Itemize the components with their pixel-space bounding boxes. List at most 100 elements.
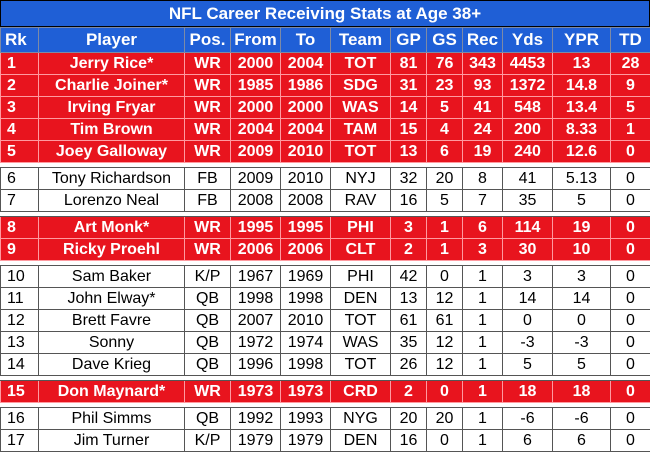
col-header-player: Player (39, 28, 185, 53)
col-header-team: Team (331, 28, 391, 53)
cell-team: TAM (331, 119, 391, 141)
cell-player: Sonny (39, 332, 185, 354)
cell-yds: 0 (503, 310, 553, 332)
cell-rk: 1 (1, 53, 39, 75)
cell-pos: QB (185, 332, 231, 354)
cell-team: PHI (331, 266, 391, 288)
cell-yds: 35 (503, 190, 553, 212)
cell-rk: 2 (1, 75, 39, 97)
cell-yds: -6 (503, 408, 553, 430)
cell-player: Irving Fryar (39, 97, 185, 119)
cell-ypr: 13 (553, 53, 611, 75)
cell-gs: 0 (427, 266, 463, 288)
cell-player: Tony Richardson (39, 168, 185, 190)
cell-team: DEN (331, 288, 391, 310)
cell-team: WAS (331, 332, 391, 354)
cell-td: 0 (611, 288, 650, 310)
cell-ypr: 10 (553, 239, 611, 261)
cell-rec: 6 (463, 217, 503, 239)
cell-pos: WR (185, 239, 231, 261)
cell-td: 0 (611, 168, 650, 190)
cell-gs: 20 (427, 408, 463, 430)
cell-ypr: 3 (553, 266, 611, 288)
cell-ypr: 12.6 (553, 141, 611, 163)
cell-rec: 1 (463, 381, 503, 403)
col-header-from: From (231, 28, 281, 53)
cell-rk: 12 (1, 310, 39, 332)
cell-td: 0 (611, 381, 650, 403)
cell-from: 1998 (231, 288, 281, 310)
cell-ypr: -3 (553, 332, 611, 354)
cell-rk: 6 (1, 168, 39, 190)
cell-to: 1969 (281, 266, 331, 288)
cell-yds: 3 (503, 266, 553, 288)
cell-gs: 4 (427, 119, 463, 141)
cell-rk: 8 (1, 217, 39, 239)
cell-yds: 548 (503, 97, 553, 119)
cell-pos: FB (185, 168, 231, 190)
cell-rk: 5 (1, 141, 39, 163)
col-header-ypr: YPR (553, 28, 611, 53)
cell-to: 1998 (281, 354, 331, 376)
cell-to: 2004 (281, 53, 331, 75)
cell-pos: QB (185, 288, 231, 310)
cell-rk: 11 (1, 288, 39, 310)
header-row: Rk Player Pos. From To Team GP GS Rec Yd… (1, 28, 650, 53)
cell-pos: K/P (185, 266, 231, 288)
cell-gp: 81 (391, 53, 427, 75)
cell-player: Brett Favre (39, 310, 185, 332)
cell-rec: 7 (463, 190, 503, 212)
stats-table-container: NFL Career Receiving Stats at Age 38+ Rk… (0, 0, 650, 433)
cell-team: SDG (331, 75, 391, 97)
cell-team: CRD (331, 381, 391, 403)
cell-td: 0 (611, 266, 650, 288)
cell-player: Lorenzo Neal (39, 190, 185, 212)
cell-gs: 5 (427, 190, 463, 212)
cell-from: 2004 (231, 119, 281, 141)
cell-from: 2000 (231, 53, 281, 75)
cell-team: TOT (331, 53, 391, 75)
cell-rec: 1 (463, 332, 503, 354)
cell-team: TOT (331, 141, 391, 163)
cell-to: 2004 (281, 119, 331, 141)
cell-player: Art Monk* (39, 217, 185, 239)
cell-gp: 26 (391, 354, 427, 376)
cell-player: Joey Galloway (39, 141, 185, 163)
cell-ypr: 5 (553, 190, 611, 212)
cell-td: 0 (611, 141, 650, 163)
cell-pos: FB (185, 190, 231, 212)
cell-gs: 20 (427, 168, 463, 190)
col-header-pos: Pos. (185, 28, 231, 53)
cell-ypr: 19 (553, 217, 611, 239)
cell-ypr: 5 (553, 354, 611, 376)
cell-rec: 3 (463, 239, 503, 261)
cell-yds: -3 (503, 332, 553, 354)
col-header-to: To (281, 28, 331, 53)
cell-rk: 10 (1, 266, 39, 288)
cell-from: 1996 (231, 354, 281, 376)
cell-rec: 1 (463, 354, 503, 376)
cell-td: 0 (611, 239, 650, 261)
cell-yds: 14 (503, 288, 553, 310)
cell-to: 2010 (281, 141, 331, 163)
cell-team: TOT (331, 310, 391, 332)
cell-ypr: 0 (553, 310, 611, 332)
cell-td: 9 (611, 75, 650, 97)
cell-from: 2009 (231, 168, 281, 190)
cell-rec: 1 (463, 266, 503, 288)
cell-from: 1995 (231, 217, 281, 239)
cell-ypr: 14.8 (553, 75, 611, 97)
cell-player: Sam Baker (39, 266, 185, 288)
cell-pos: WR (185, 119, 231, 141)
cell-team: TOT (331, 354, 391, 376)
cell-rec: 24 (463, 119, 503, 141)
cell-to: 1993 (281, 408, 331, 430)
cell-rec: 41 (463, 97, 503, 119)
cell-rk: 14 (1, 354, 39, 376)
cell-to: 1998 (281, 288, 331, 310)
